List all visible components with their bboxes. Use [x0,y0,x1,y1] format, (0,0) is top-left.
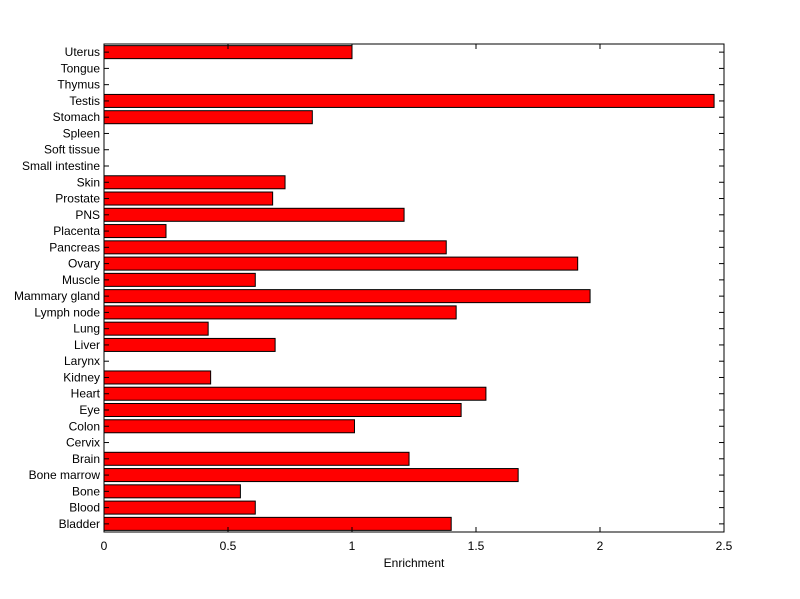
y-tick-label: Brain [72,452,100,466]
x-tick-label: 1 [349,539,356,553]
y-tick-label: Soft tissue [44,143,100,157]
bar-heart [103,386,487,401]
y-tick-label: Small intestine [22,159,100,173]
bar-prostate [103,191,274,206]
bar-skin [103,175,286,190]
bar-pns [103,207,405,222]
y-tick-label: Bone marrow [29,468,101,482]
y-tick-label: Eye [79,403,100,417]
x-tick-label: 0.5 [220,539,237,553]
y-tick-label: Tongue [61,61,101,75]
bar-brain [103,451,410,466]
y-tick-label: Cervix [66,436,100,450]
y-tick-label: Heart [71,387,101,401]
bar-bone-marrow [103,468,519,483]
category-labels: Bladder Blood Bone Bone marrow Brain Cervix Co… [14,45,101,531]
bar-placenta [103,224,167,239]
bar-lymph-node [103,305,457,320]
bar-lung [103,321,209,336]
y-tick-label: Placenta [53,224,100,238]
bar-testis [103,93,715,108]
y-tick-label: Skin [77,175,100,189]
bar-stomach [103,110,313,125]
y-tick-label: Lymph node [34,305,100,319]
plot-frame [103,43,725,533]
bar-colon [103,419,355,434]
y-tick-label: Lung [73,322,100,336]
y-tick-label: Larynx [64,354,100,368]
bar-muscle [103,272,256,287]
y-tick-label: Bladder [59,517,100,531]
bar-eye [103,402,462,418]
bar-pancreas [103,240,447,255]
y-tick-label: Muscle [62,273,100,287]
x-axis-label: Enrichment [384,556,445,570]
y-tick-label: Kidney [63,370,100,384]
bar-kidney [103,370,212,385]
y-tick-label: Ovary [68,257,100,271]
bar-blood [103,500,256,515]
bar-bladder [103,516,452,531]
x-tick-label: 0 [101,539,108,553]
bar-mammary-gland [103,289,591,304]
y-tick-label: Testis [69,94,100,108]
y-tick-label: Stomach [53,110,100,124]
y-tick-label: Mammary gland [14,289,100,303]
y-tick-label: Thymus [57,78,100,92]
ticks-group [103,44,725,532]
y-tick-label: Spleen [63,126,100,140]
x-tick-label: 1.5 [468,539,485,553]
y-tick-label: Blood [69,501,100,515]
y-tick-label: Bone [72,484,100,498]
bars-group [103,45,715,531]
y-tick-label: Uterus [65,45,100,59]
bar-ovary [103,256,579,271]
x-tick-labels: 0 0.5 1 1.5 2 2.5 [101,539,733,553]
y-tick-label: Liver [74,338,100,352]
y-tick-label: Pancreas [49,240,100,254]
x-tick-label: 2.5 [716,539,733,553]
y-tick-label: PNS [75,208,100,222]
x-tick-label: 2 [597,539,604,553]
y-tick-label: Prostate [55,192,100,206]
y-tick-label: Colon [69,419,100,433]
bar-bone [103,484,241,499]
bar-liver [103,337,276,352]
